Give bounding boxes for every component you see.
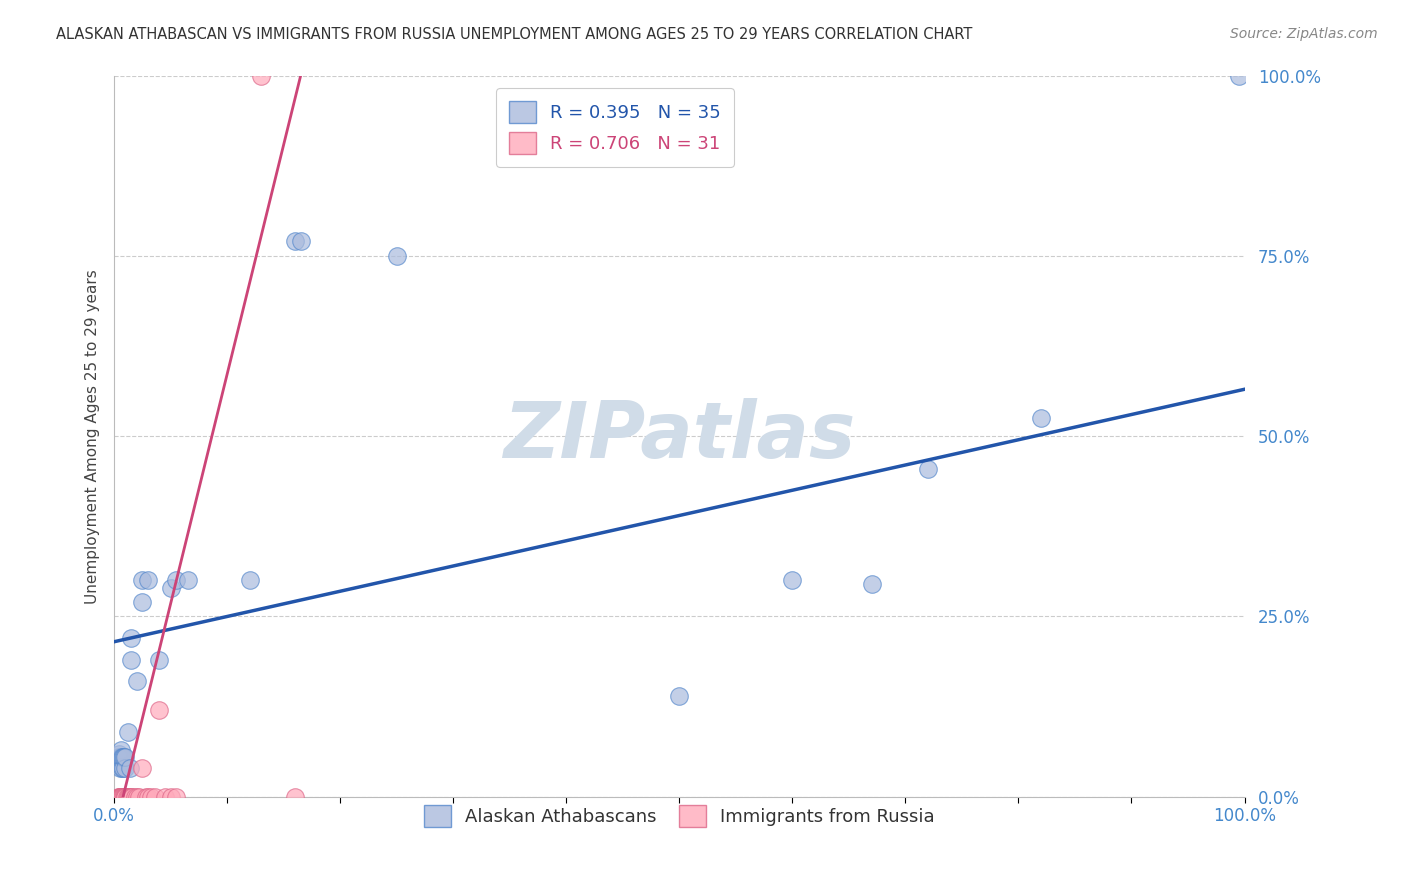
Point — [112, 761, 135, 775]
Point — [114, 789, 136, 804]
Point — [131, 761, 153, 775]
Point — [112, 789, 135, 804]
Point — [131, 595, 153, 609]
Point — [114, 750, 136, 764]
Point — [1227, 69, 1250, 83]
Point — [284, 235, 307, 249]
Point — [108, 750, 131, 764]
Point — [136, 789, 159, 804]
Point — [176, 574, 198, 588]
Point — [125, 789, 148, 804]
Point — [131, 574, 153, 588]
Point — [250, 69, 273, 83]
Point — [120, 789, 142, 804]
Point — [385, 249, 408, 263]
Point — [148, 653, 170, 667]
Point — [110, 789, 132, 804]
Point — [917, 461, 939, 475]
Text: ZIPatlas: ZIPatlas — [503, 398, 855, 475]
Point — [110, 750, 132, 764]
Point — [159, 581, 181, 595]
Point — [1029, 411, 1052, 425]
Point — [108, 789, 131, 804]
Point — [108, 789, 131, 804]
Point — [117, 724, 139, 739]
Point — [124, 789, 146, 804]
Point — [111, 789, 134, 804]
Point — [159, 789, 181, 804]
Point — [165, 574, 187, 588]
Point — [107, 789, 129, 804]
Point — [120, 631, 142, 645]
Legend: Alaskan Athabascans, Immigrants from Russia: Alaskan Athabascans, Immigrants from Rus… — [416, 798, 942, 835]
Point — [125, 674, 148, 689]
Point — [136, 574, 159, 588]
Point — [118, 789, 141, 804]
Text: Source: ZipAtlas.com: Source: ZipAtlas.com — [1230, 27, 1378, 41]
Point — [860, 577, 883, 591]
Point — [118, 761, 141, 775]
Point — [117, 789, 139, 804]
Point — [107, 750, 129, 764]
Point — [112, 789, 135, 804]
Y-axis label: Unemployment Among Ages 25 to 29 years: Unemployment Among Ages 25 to 29 years — [86, 268, 100, 604]
Point — [148, 703, 170, 717]
Point — [153, 789, 176, 804]
Point — [141, 789, 163, 804]
Point — [112, 750, 135, 764]
Point — [135, 789, 157, 804]
Point — [108, 761, 131, 775]
Point — [111, 750, 134, 764]
Point — [118, 789, 141, 804]
Text: ALASKAN ATHABASCAN VS IMMIGRANTS FROM RUSSIA UNEMPLOYMENT AMONG AGES 25 TO 29 YE: ALASKAN ATHABASCAN VS IMMIGRANTS FROM RU… — [56, 27, 973, 42]
Point — [239, 574, 262, 588]
Point — [143, 789, 166, 804]
Point — [121, 789, 143, 804]
Point — [284, 789, 307, 804]
Point — [110, 743, 132, 757]
Point — [120, 653, 142, 667]
Point — [107, 747, 129, 761]
Point — [114, 761, 136, 775]
Point — [290, 235, 312, 249]
Point — [107, 789, 129, 804]
Point — [128, 789, 150, 804]
Point — [668, 689, 690, 703]
Point — [165, 789, 187, 804]
Point — [114, 789, 136, 804]
Point — [110, 789, 132, 804]
Point — [782, 574, 804, 588]
Point — [112, 750, 135, 764]
Point — [111, 761, 134, 775]
Point — [115, 789, 138, 804]
